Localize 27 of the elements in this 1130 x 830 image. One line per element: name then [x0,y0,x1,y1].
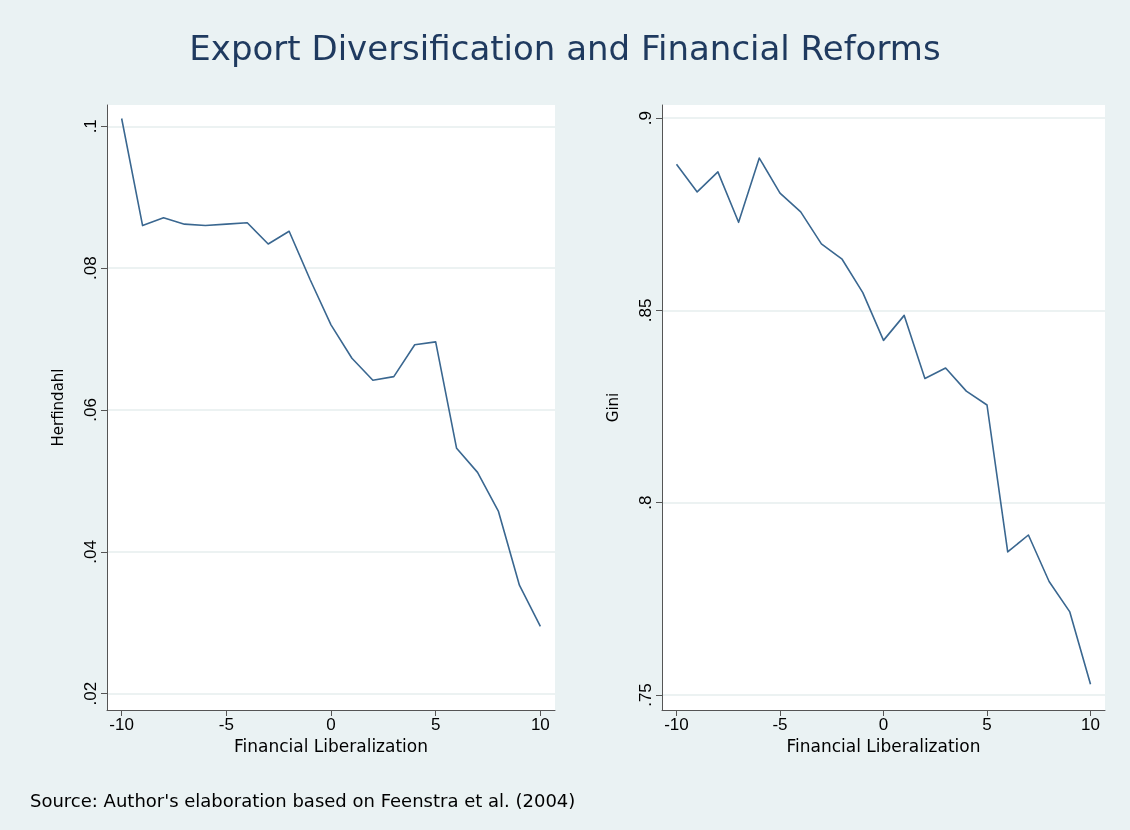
y-tick-label: .9 [636,110,655,126]
y-tick-label: .04 [81,540,100,564]
x-tick-label: -10 [109,715,134,734]
y-axis-title: Gini [603,392,622,423]
x-tick-label: 0 [878,715,889,734]
source-note: Source: Author's elaboration based on Feenstra et al. (2004) [30,790,576,811]
y-tick-label: .02 [81,681,100,706]
y-tick-label: .85 [636,298,655,323]
x-axis-title: Financial Liberalization [786,736,981,757]
x-tick-label: 10 [530,715,550,734]
x-tick-label: 5 [430,715,441,734]
x-tick-label: -5 [218,715,234,734]
x-tick-label: -5 [772,715,788,734]
line-series [675,157,1092,686]
line-series [120,117,542,628]
y-tick-label: .08 [81,256,100,280]
y-tick-label: .8 [636,495,655,510]
y-tick-label: .75 [636,683,655,707]
x-tick-label: 5 [982,715,992,734]
y-tick-label: .06 [81,398,100,422]
x-tick-label: 10 [1081,715,1100,734]
y-axis-title: Herfindahl [48,368,67,447]
x-tick-label: 0 [326,715,336,734]
x-axis-title: Financial Liberalization [233,736,429,757]
x-tick-label: -10 [664,715,689,734]
chart-title: Export Diversification and Financial Reforms [188,28,942,68]
y-tick-label: .1 [81,119,100,134]
